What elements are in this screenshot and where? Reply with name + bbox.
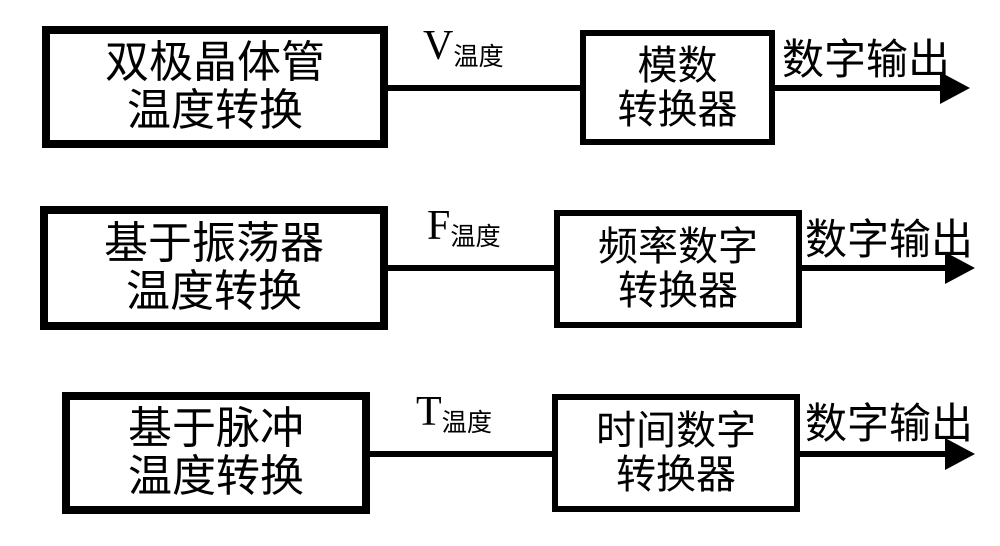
label-sub: 温度 [450, 224, 500, 251]
box-line1: 时间数字 [596, 409, 756, 453]
box-line2: 温度转换 [128, 453, 304, 501]
box-line1: 模数 [638, 44, 718, 88]
arrow-head-row3 [945, 438, 975, 470]
box-tdc: 时间数字 转换器 [552, 394, 800, 512]
box-adc: 模数 转换器 [580, 30, 775, 145]
arrow-head-row2 [945, 252, 975, 284]
label-sub: 温度 [442, 410, 492, 437]
label-digital-output-1: 数字输出 [782, 26, 950, 87]
label-f-temp: F温度 [427, 202, 501, 250]
label-main: T [416, 389, 442, 435]
box-oscillator-temp-convert: 基于振荡器 温度转换 [40, 206, 388, 330]
label-v-temp: V温度 [423, 22, 504, 70]
connector-row3 [370, 451, 552, 457]
box-line1: 双极晶体管 [105, 39, 325, 87]
box-fdc: 频率数字 转换器 [554, 210, 802, 328]
arrow-line-row2 [802, 265, 945, 271]
box-bjt-temp-convert: 双极晶体管 温度转换 [42, 26, 388, 148]
box-line2: 转换器 [616, 453, 736, 497]
label-main: V [423, 23, 453, 69]
box-line1: 频率数字 [598, 225, 758, 269]
label-sub: 温度 [453, 44, 503, 71]
box-line2: 温度转换 [126, 268, 302, 316]
box-line2: 转换器 [618, 88, 738, 132]
box-pulse-temp-convert: 基于脉冲 温度转换 [62, 392, 370, 514]
box-line2: 转换器 [618, 269, 738, 313]
box-line2: 温度转换 [127, 87, 303, 135]
box-line1: 基于振荡器 [104, 220, 324, 268]
label-main: F [427, 203, 450, 249]
connector-row2 [388, 265, 554, 271]
arrow-line-row1 [775, 85, 940, 91]
box-line1: 基于脉冲 [128, 405, 304, 453]
label-t-temp: T温度 [416, 388, 492, 436]
diagram-canvas: 双极晶体管 温度转换 V温度 模数 转换器 数字输出 基于振荡器 温度转换 F温… [0, 0, 1000, 546]
arrow-head-row1 [940, 72, 970, 104]
connector-row1 [388, 85, 580, 91]
arrow-line-row3 [800, 451, 945, 457]
